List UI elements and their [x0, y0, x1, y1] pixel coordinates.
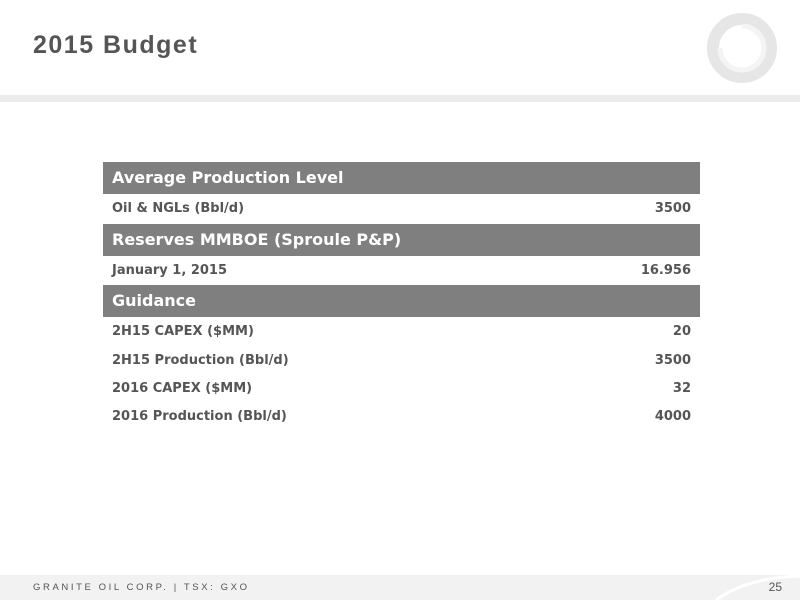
row-value: 32 [672, 381, 691, 396]
table-row: 2016 CAPEX ($MM) 32 [103, 375, 700, 403]
table-row: 2016 Production (Bbl/d) 4000 [103, 403, 700, 431]
header-divider-band [0, 95, 800, 102]
row-label: 2016 Production (Bbl/d) [112, 409, 287, 424]
table-row: January 1, 2015 16.956 [103, 256, 700, 286]
footer-band [0, 575, 800, 600]
row-value: 20 [672, 324, 691, 340]
section-header-reserves: Reserves MMBOE (Sproule P&P) [103, 223, 700, 256]
section-header-guidance: Guidance [103, 285, 700, 317]
table-row: 2H15 CAPEX ($MM) 20 [103, 317, 700, 347]
page-title: 2015 Budget [33, 31, 199, 59]
slide-header [0, 0, 800, 95]
section-header-production: Average Production Level [103, 162, 700, 194]
row-value: 3500 [654, 353, 691, 368]
row-label: Oil & NGLs (Bbl/d) [112, 201, 245, 217]
page-number: 25 [768, 580, 782, 594]
budget-table: Average Production Level Oil & NGLs (Bbl… [103, 162, 700, 431]
ring-logo-icon [707, 13, 777, 83]
row-label: January 1, 2015 [112, 262, 227, 278]
footer-company: GRANITE OIL CORP. | TSX: GXO [33, 582, 250, 593]
table-row: Oil & NGLs (Bbl/d) 3500 [103, 194, 700, 224]
table-row: 2H15 Production (Bbl/d) 3500 [103, 347, 700, 375]
row-value: 3500 [654, 201, 691, 217]
row-label: 2H15 Production (Bbl/d) [112, 353, 289, 368]
footer-arc-icon [715, 574, 800, 600]
row-value: 16.956 [640, 262, 691, 278]
row-value: 4000 [654, 409, 691, 424]
row-label: 2016 CAPEX ($MM) [112, 381, 253, 396]
row-label: 2H15 CAPEX ($MM) [112, 324, 254, 340]
